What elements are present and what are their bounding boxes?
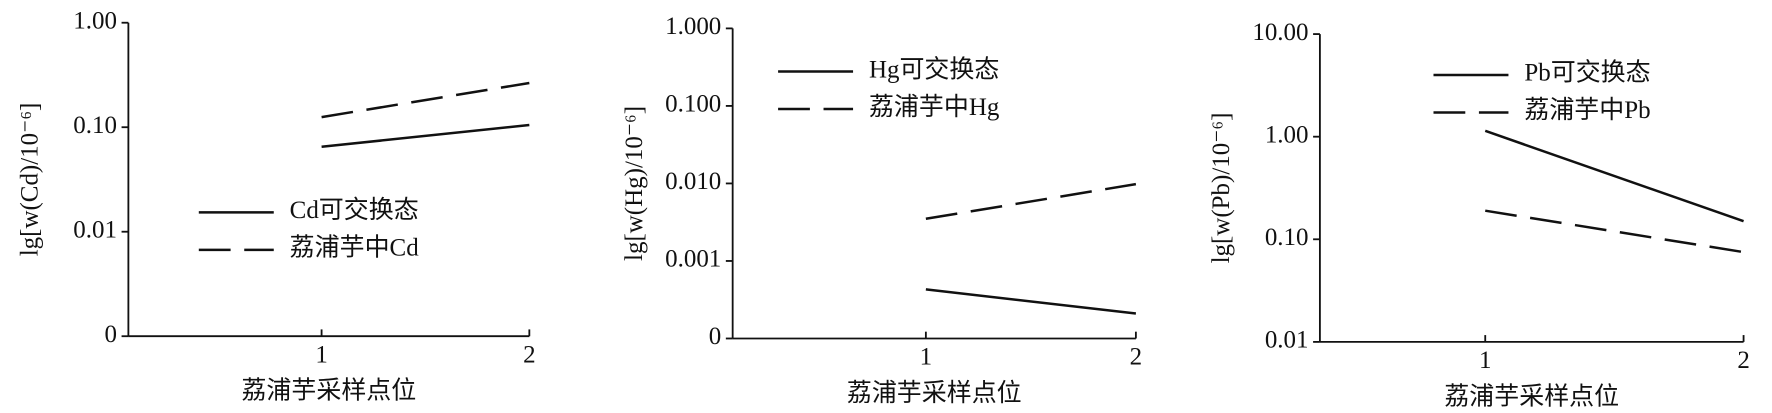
y-tick-label: 1.000 (665, 13, 721, 40)
y-tick-label: 0.01 (73, 216, 117, 243)
line-series (321, 81, 530, 119)
x-axis-label: 荔浦芋采样点位 (1444, 382, 1619, 410)
x-tick-label: 2 (1130, 344, 1142, 371)
y-tick-label: 0 (105, 321, 117, 348)
line-series (321, 123, 530, 149)
x-tick-label: 2 (523, 341, 535, 368)
y-axis-label: lg[w(Cd)/10⁻⁶] (17, 103, 44, 257)
y-tick-label: 1.00 (1265, 121, 1309, 148)
line-series (925, 182, 1137, 221)
y-tick-label: 0.01 (1265, 327, 1309, 354)
legend-label: Pb可交换态 (1524, 59, 1650, 87)
y-tick-label: 0.100 (665, 91, 721, 118)
panel: 0 0.001 0.010 0.100 1.000 1 2 荔浦芋采样点位 lg[w(Hg)/1… (621, 13, 1142, 407)
y-tick-label: 1.00 (73, 7, 117, 34)
legend-label: 荔浦芋中Hg (869, 93, 1000, 121)
x-tick-label: 2 (1737, 347, 1749, 374)
y-tick-label: 0.10 (1265, 224, 1309, 251)
x-axis-label: 荔浦芋采样点位 (241, 377, 416, 405)
y-tick-label: 10.00 (1252, 19, 1308, 46)
line-series (925, 288, 1137, 315)
x-tick-label: 1 (315, 341, 327, 368)
line-series (1484, 129, 1744, 223)
line-series (1485, 209, 1744, 254)
x-tick-label: 1 (1479, 347, 1491, 374)
x-axis-label: 荔浦芋采样点位 (847, 379, 1022, 407)
y-tick-label: 0 (709, 323, 721, 350)
y-axis-label: lg[w(Hg)/10⁻⁶] (621, 106, 648, 261)
y-tick-label: 0.10 (73, 112, 117, 139)
legend-label: 荔浦芋中Pb (1524, 96, 1650, 124)
y-tick-label: 0.010 (665, 168, 721, 195)
legend-label: Cd可交换态 (290, 196, 419, 224)
y-tick-label: 0.001 (665, 246, 721, 273)
panel: 0 0.01 0.10 1.00 1 2 荔浦芋采样点位 lg[w(Cd)/10⁻⁶] Cd可交… (17, 7, 536, 404)
x-tick-label: 1 (920, 344, 932, 371)
y-axis-label: lg[w(Pb)/10⁻⁶] (1208, 113, 1235, 264)
legend-label: 荔浦芋中Cd (290, 234, 420, 262)
panel: 0.01 0.10 1.00 10.00 1 2 荔浦芋采样点位 lg[w(Pb)/10⁻⁶]… (1208, 19, 1750, 411)
legend-label: Hg可交换态 (869, 55, 999, 83)
